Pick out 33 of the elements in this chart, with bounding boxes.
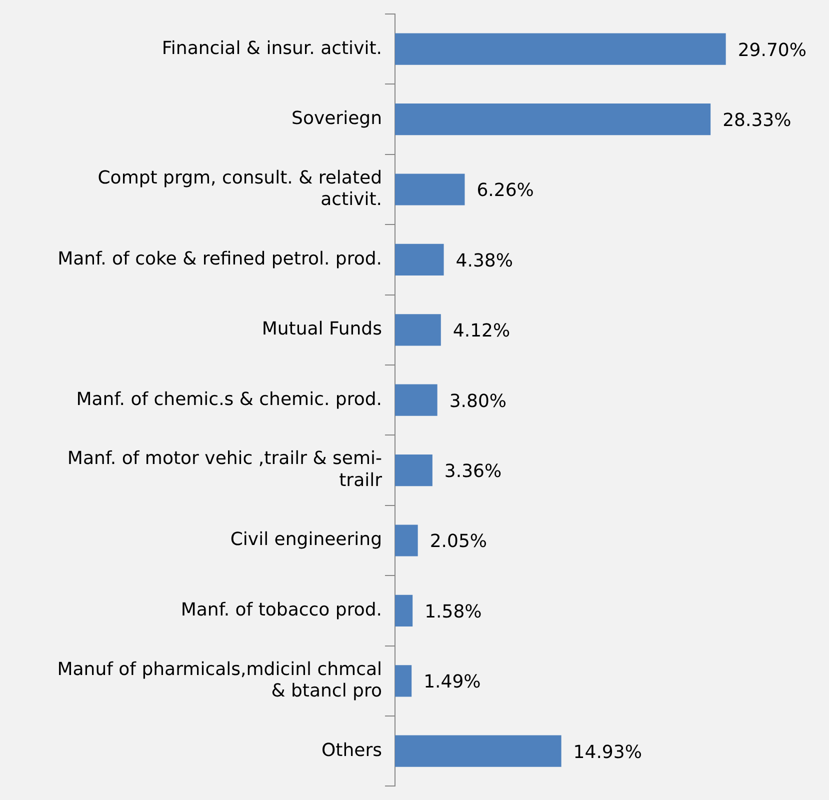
y-tick-label: Manuf of pharmicals,mdicinl chmcal & btancl pro (57, 658, 382, 702)
data-label: 3.36% (444, 460, 502, 482)
data-label: 1.58% (424, 601, 482, 622)
bar (395, 454, 432, 486)
bar (395, 524, 418, 556)
data-label: 4.12% (452, 320, 510, 342)
y-tick-label: Others (322, 740, 382, 761)
data-label: 3.80% (449, 390, 507, 412)
bar (395, 594, 413, 626)
y-tick-label: Financial & insur. activit. (162, 38, 382, 59)
bar (395, 244, 444, 276)
data-label: 2.05% (430, 531, 488, 552)
y-tick-label: Manf. of tobacco prod. (180, 599, 382, 620)
bar (395, 104, 711, 136)
y-tick-label: Soveriegn (292, 108, 382, 129)
data-label: 29.70% (738, 40, 806, 61)
bar (395, 665, 412, 697)
data-label: 14.93% (573, 742, 642, 763)
y-tick-label: Manf. of motor vehic ,trailr & semi-trailr (67, 448, 383, 491)
y-tick-label: Manf. of chemic.s & chemic. prod. (76, 388, 382, 410)
bar (395, 384, 438, 416)
data-label: 28.33% (722, 110, 792, 131)
bar (395, 174, 465, 206)
data-label: 4.38% (456, 250, 513, 272)
y-tick-label: Mutual Funds (262, 318, 382, 340)
y-tick-label: Manf. of coke & refined petrol. prod. (58, 248, 382, 270)
bar (395, 735, 562, 767)
bar (395, 33, 726, 65)
data-label: 1.49% (424, 672, 481, 693)
y-tick-label: Civil engineering (230, 529, 382, 550)
data-label: 6.26% (476, 180, 534, 202)
bar (395, 314, 441, 346)
y-tick-label: Compt prgm, consult. & related activit. (98, 167, 382, 210)
